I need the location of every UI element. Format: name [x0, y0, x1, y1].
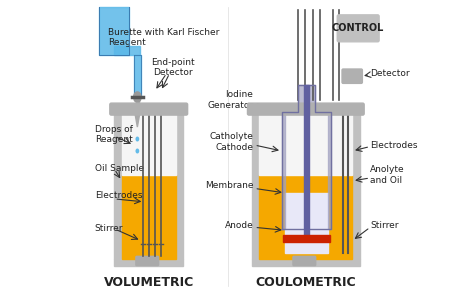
Polygon shape [122, 106, 176, 175]
FancyBboxPatch shape [283, 235, 330, 242]
Text: Catholyte
Cathode: Catholyte Cathode [210, 132, 254, 152]
FancyBboxPatch shape [342, 69, 363, 83]
Polygon shape [282, 112, 285, 229]
FancyBboxPatch shape [136, 256, 159, 265]
Polygon shape [135, 115, 139, 127]
FancyBboxPatch shape [247, 103, 364, 115]
Polygon shape [352, 106, 360, 259]
Polygon shape [114, 259, 183, 266]
Polygon shape [298, 85, 315, 112]
FancyBboxPatch shape [337, 15, 379, 42]
Text: Membrane: Membrane [205, 181, 254, 190]
Polygon shape [114, 46, 140, 55]
Ellipse shape [134, 92, 141, 102]
Polygon shape [136, 97, 138, 115]
Text: VOLUMETRIC: VOLUMETRIC [104, 276, 194, 289]
Polygon shape [304, 85, 309, 235]
Polygon shape [252, 106, 259, 259]
Polygon shape [114, 106, 122, 259]
FancyBboxPatch shape [110, 103, 188, 115]
Polygon shape [285, 193, 328, 253]
Text: End-point
Detector: End-point Detector [151, 57, 194, 77]
Text: Anolyte
and Oil: Anolyte and Oil [370, 165, 405, 185]
Polygon shape [122, 175, 176, 259]
Text: Stirrer: Stirrer [370, 221, 399, 230]
Text: Oil Sample: Oil Sample [95, 165, 144, 173]
Text: Electrodes: Electrodes [370, 140, 418, 149]
Polygon shape [252, 259, 360, 266]
Polygon shape [259, 106, 352, 175]
Polygon shape [259, 175, 352, 259]
Text: CONTROL: CONTROL [332, 23, 384, 33]
FancyBboxPatch shape [293, 256, 316, 265]
Text: COULOMETRIC: COULOMETRIC [255, 276, 356, 289]
Ellipse shape [136, 137, 138, 141]
Text: Iodine
Generator: Iodine Generator [207, 90, 254, 110]
Polygon shape [100, 7, 129, 55]
Polygon shape [328, 112, 331, 229]
Text: Electrodes: Electrodes [95, 191, 142, 201]
Text: Drops of
Reagent: Drops of Reagent [95, 125, 133, 144]
Text: Detector: Detector [370, 69, 410, 78]
Ellipse shape [136, 149, 138, 153]
Text: Burette with Karl Fischer
Reagent: Burette with Karl Fischer Reagent [109, 27, 220, 47]
Text: Stirrer: Stirrer [95, 224, 123, 233]
Text: Anode: Anode [225, 221, 254, 230]
Polygon shape [176, 106, 183, 259]
Polygon shape [134, 55, 141, 97]
